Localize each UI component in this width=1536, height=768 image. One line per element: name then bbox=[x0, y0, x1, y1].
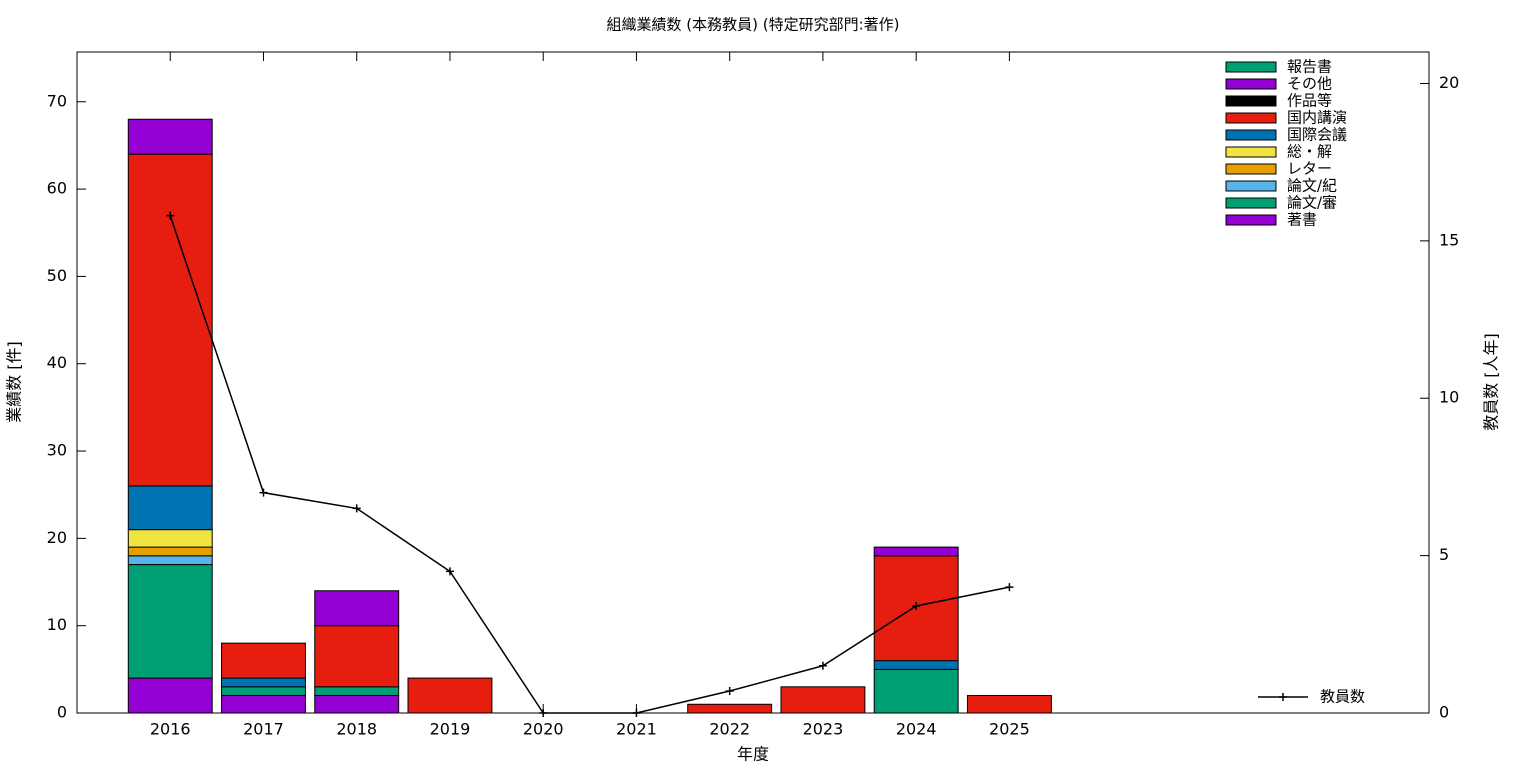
x-tick-label: 2021 bbox=[616, 720, 657, 739]
legend-swatch bbox=[1225, 129, 1277, 141]
x-tick-label: 2016 bbox=[150, 720, 191, 739]
bar-segment bbox=[127, 546, 213, 557]
point bbox=[445, 567, 454, 576]
y2-axis-label: 教員数 [人年] bbox=[1482, 333, 1501, 431]
legend-swatch bbox=[1225, 163, 1277, 175]
y-tick-label: 70 bbox=[47, 91, 67, 110]
legend-label: 著書 bbox=[1287, 211, 1317, 229]
legend-label: 教員数 bbox=[1320, 688, 1365, 706]
x-tick-label: 2022 bbox=[709, 720, 750, 739]
legend-swatch bbox=[1225, 197, 1277, 209]
y-tick-label: 60 bbox=[47, 179, 67, 198]
x-tick-label: 2018 bbox=[336, 720, 377, 739]
bar-segment bbox=[221, 677, 306, 688]
bar-segment bbox=[407, 677, 493, 714]
legend-label: その他 bbox=[1287, 75, 1332, 93]
legend-swatch bbox=[1225, 61, 1277, 73]
bar-segment bbox=[873, 660, 959, 670]
y2-tick-label: 15 bbox=[1439, 230, 1459, 249]
bar-segment bbox=[127, 564, 213, 679]
bar-segment bbox=[127, 153, 213, 487]
legend-label: レター bbox=[1287, 160, 1332, 178]
bar-segment bbox=[314, 686, 400, 697]
y2-tick-label: 10 bbox=[1439, 388, 1459, 407]
chart-title: 組織業績数 (本務教員) (特定研究部門:著作) bbox=[607, 16, 900, 34]
legend-label: 総・解 bbox=[1287, 143, 1332, 161]
legend-marker bbox=[1279, 693, 1287, 701]
legend-swatch bbox=[1225, 214, 1277, 226]
y-axis-label: 業績数 [件] bbox=[5, 341, 24, 423]
legend-swatch bbox=[1225, 95, 1277, 107]
y-tick-label: 0 bbox=[57, 703, 67, 722]
x-tick-label: 2019 bbox=[430, 720, 471, 739]
point bbox=[166, 211, 175, 220]
legend-label: 国際会議 bbox=[1287, 126, 1347, 144]
legend-swatch bbox=[1225, 146, 1277, 158]
legend-swatch bbox=[1225, 112, 1277, 124]
point bbox=[818, 661, 827, 670]
legend-label: 論文/審 bbox=[1287, 194, 1337, 212]
y-tick-label: 50 bbox=[47, 266, 67, 285]
y-tick-label: 40 bbox=[47, 353, 67, 372]
x-axis-label: 年度 bbox=[737, 745, 769, 764]
x-tick-label: 2020 bbox=[523, 720, 564, 739]
bar-segment bbox=[966, 695, 1052, 714]
bar-segment bbox=[687, 703, 773, 714]
legend-swatch bbox=[1225, 180, 1277, 192]
point bbox=[725, 686, 734, 695]
y-tick-label: 20 bbox=[47, 528, 67, 547]
bar-segment bbox=[127, 485, 213, 531]
bar-segment bbox=[314, 695, 400, 714]
y2-tick-label: 0 bbox=[1439, 703, 1449, 722]
y-tick-label: 10 bbox=[47, 615, 67, 634]
legend-swatch bbox=[1225, 78, 1277, 90]
bar-segment bbox=[873, 668, 959, 714]
point bbox=[259, 488, 268, 497]
bar-segment bbox=[314, 590, 400, 627]
legend-label: 国内講演 bbox=[1287, 109, 1347, 127]
legend-label: 報告書 bbox=[1287, 58, 1332, 76]
point bbox=[1005, 583, 1014, 592]
bar-segment bbox=[127, 555, 213, 566]
bar-segment bbox=[221, 642, 306, 679]
x-tick-label: 2017 bbox=[243, 720, 284, 739]
bar-segment bbox=[873, 546, 959, 557]
x-tick-label: 2023 bbox=[803, 720, 844, 739]
y2-tick-label: 5 bbox=[1439, 545, 1449, 564]
bar-segment bbox=[221, 695, 306, 714]
bar-segment bbox=[127, 677, 213, 714]
y-tick-label: 30 bbox=[47, 441, 67, 460]
bar-segment bbox=[127, 529, 213, 548]
plot-frame bbox=[76, 51, 1430, 714]
legend-label: 論文/紀 bbox=[1287, 177, 1337, 195]
bar-segment bbox=[221, 686, 306, 697]
legend-label: 作品等 bbox=[1287, 92, 1332, 110]
y2-tick-label: 20 bbox=[1439, 73, 1459, 92]
point bbox=[912, 601, 921, 610]
bar-segment bbox=[780, 686, 866, 714]
point bbox=[352, 504, 361, 513]
x-tick-label: 2024 bbox=[896, 720, 937, 739]
x-tick-label: 2025 bbox=[989, 720, 1030, 739]
bar-segment bbox=[314, 625, 400, 688]
bar-segment bbox=[127, 118, 213, 155]
